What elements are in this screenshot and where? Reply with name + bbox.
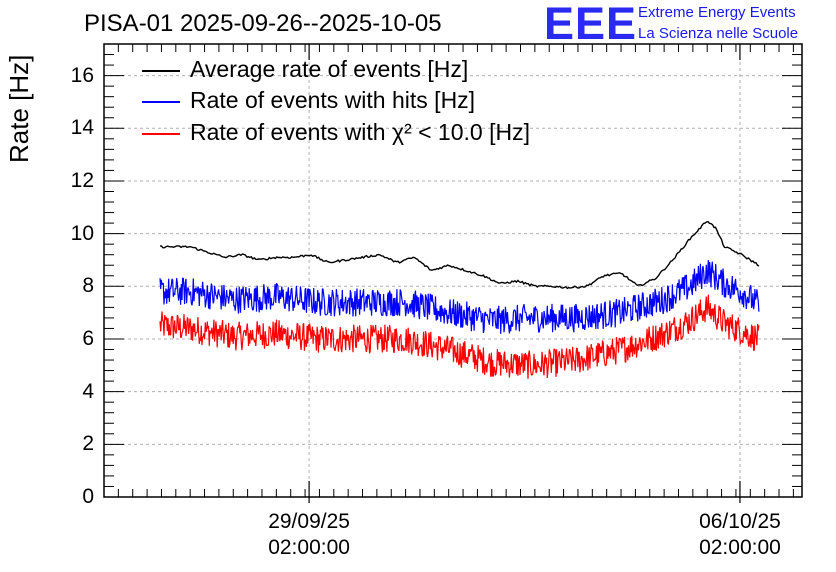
series-line-0 xyxy=(159,220,760,290)
y-tick-label-8: 16 xyxy=(70,63,94,87)
x-tick-label-1: 06/10/25 02:00:00 xyxy=(670,509,810,561)
plot-frame xyxy=(103,43,803,498)
legend-label-chi2: Rate of events with χ² < 10.0 [Hz] xyxy=(190,119,530,145)
brand-line-2: La Scienza nelle Scuole xyxy=(638,25,799,42)
x-tick-time-0: 02:00:00 xyxy=(268,536,350,559)
x-tick-time-1: 02:00:00 xyxy=(699,536,781,559)
legend-swatch-average xyxy=(142,70,180,72)
series-line-2 xyxy=(159,294,760,379)
y-tick-label-2: 4 xyxy=(82,379,94,403)
eee-logo: EEE xyxy=(544,0,638,49)
y-tick-label-0: 0 xyxy=(82,485,94,508)
chart-title: PISA-01 2025-09-26--2025-10-05 xyxy=(84,10,442,37)
legend-swatch-chi2 xyxy=(142,133,180,135)
x-tick-date-0: 29/09/25 xyxy=(268,510,350,533)
brand-line-1: Extreme Energy Events xyxy=(638,4,796,21)
y-tick-label-4: 8 xyxy=(82,274,94,298)
y-tick-label-3: 6 xyxy=(82,326,94,350)
y-tick-label-1: 2 xyxy=(82,432,94,456)
x-tick-label-0: 29/09/25 02:00:00 xyxy=(239,509,379,561)
series-line-1 xyxy=(159,260,760,334)
y-tick-label-7: 14 xyxy=(70,116,94,140)
legend-swatch-hits xyxy=(142,101,180,103)
x-tick-date-1: 06/10/25 xyxy=(699,510,781,533)
legend-label-average: Average rate of events [Hz] xyxy=(190,56,469,82)
y-tick-label-6: 12 xyxy=(70,168,94,192)
y-axis-label: Rate [Hz] xyxy=(4,54,34,163)
legend-label-hits: Rate of events with hits [Hz] xyxy=(190,87,476,113)
y-tick-label-5: 10 xyxy=(70,221,94,245)
